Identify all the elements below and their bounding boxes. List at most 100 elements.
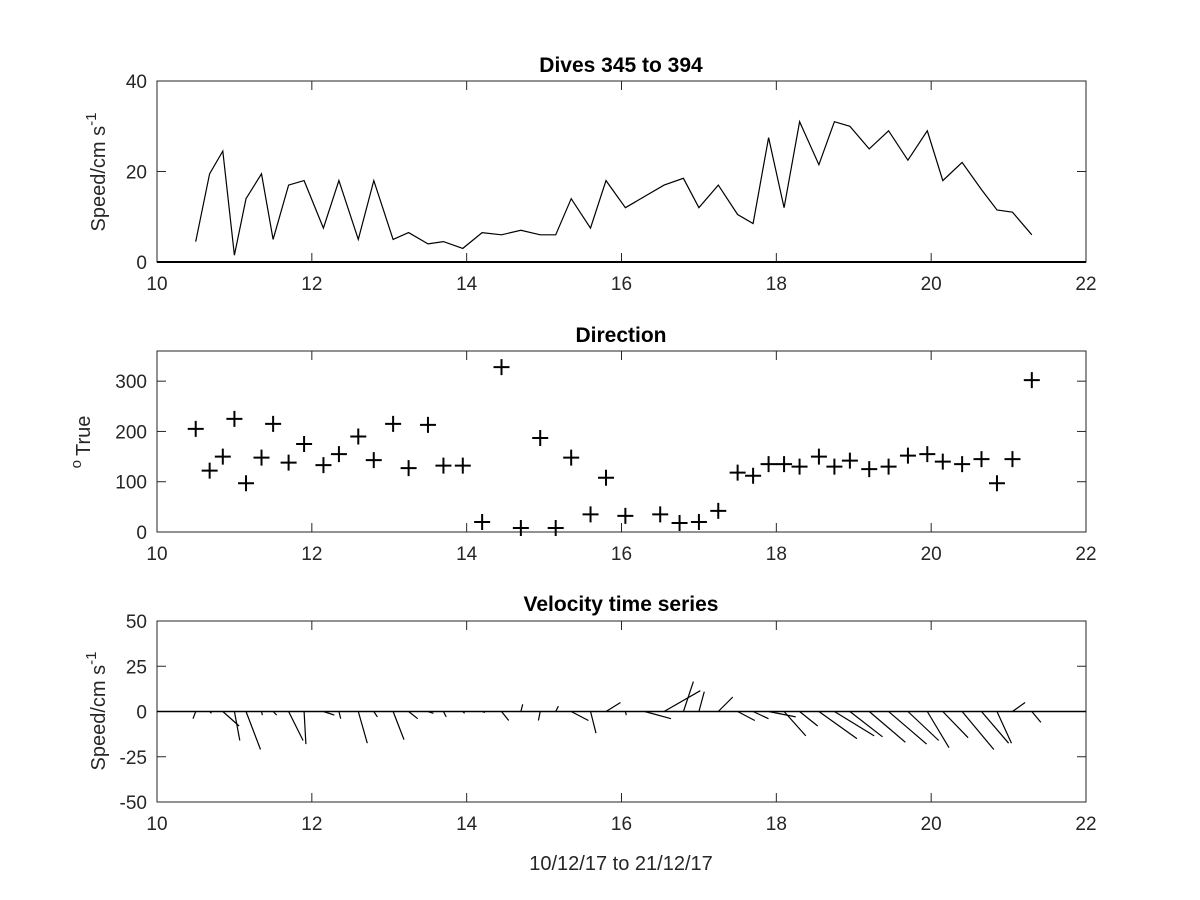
- speed-plot-frame: [156, 80, 1087, 263]
- direction-x-tick-label: 12: [301, 544, 322, 565]
- speed-panel: Dives 345 to 394 Speed/cm s-1 10 12 14 16 18…: [83, 54, 1097, 295]
- direction-plus-marker: [435, 457, 452, 474]
- direction-plus-marker: [919, 446, 936, 463]
- velocity-vector-stick: [392, 711, 405, 740]
- direction-x-tick-label: 14: [456, 544, 478, 565]
- velocity-vector-stick: [907, 711, 940, 741]
- speed-data-points: [196, 122, 1032, 256]
- direction-x-tick-label: 10: [146, 544, 167, 565]
- direction-plus-marker: [512, 519, 529, 536]
- direction-plus-marker: [880, 458, 897, 475]
- velocity-vector-stick: [570, 710, 589, 722]
- velocity-vector-stick: [373, 711, 378, 718]
- velocity-vector-stick: [942, 711, 969, 739]
- velocity-vector-stick: [245, 711, 262, 750]
- velocity-vector-stick: [303, 711, 307, 745]
- velocity-vector-stick: [888, 711, 927, 745]
- speed-x-tick-label: 14: [456, 274, 478, 295]
- direction-x-tick-label: 18: [766, 544, 787, 565]
- speed-x-tick-label: 12: [301, 274, 322, 295]
- direction-plus-marker: [954, 456, 971, 473]
- velocity-y-tick-label: -50: [120, 793, 147, 814]
- direction-y-tick-label: 0: [136, 523, 147, 544]
- direction-panel: Direction oTrue 10 12 14 16 18 20 22 0 100 200 300: [68, 324, 1097, 565]
- direction-plus-marker: [493, 359, 510, 376]
- speed-title: Dives 345 to 394: [539, 54, 703, 77]
- speed-y-axis-label: Speed/cm s-1: [83, 113, 110, 232]
- direction-y-tick-label: 200: [115, 422, 147, 443]
- velocity-vector-stick: [663, 690, 701, 713]
- velocity-panel: Velocity time series Speed/cm s-1 10/12/…: [83, 593, 1097, 875]
- direction-plus-marker: [365, 452, 382, 469]
- velocity-x-tick-label: 12: [301, 814, 322, 835]
- speed-x-tick-label: 18: [766, 274, 787, 295]
- velocity-x-tick-label: 18: [766, 814, 787, 835]
- velocity-vector-stick: [849, 711, 883, 738]
- direction-plus-marker: [1004, 451, 1021, 468]
- velocity-y-axis-label: Speed/cm s-1: [83, 652, 110, 771]
- direction-x-ticks: 10 12 14 16 18 20 22: [146, 351, 1097, 565]
- velocity-vector-stick: [537, 711, 541, 721]
- speed-x-tick-label: 22: [1075, 274, 1096, 295]
- direction-plus-marker: [532, 429, 549, 446]
- velocity-vector-stick: [462, 711, 466, 714]
- speed-series-line: [195, 119, 1033, 256]
- velocity-y-tick-label: 50: [126, 612, 147, 633]
- direction-plus-marker: [710, 502, 727, 519]
- direction-plot-frame: [156, 350, 1087, 533]
- velocity-vector-stick: [605, 701, 621, 713]
- direction-x-tick-label: 20: [921, 544, 942, 565]
- velocity-vector-stick: [752, 710, 769, 720]
- velocity-vector-stick: [233, 711, 241, 741]
- direction-plus-marker: [385, 415, 402, 432]
- direction-plus-marker: [988, 475, 1005, 492]
- speed-y-tick-label: 0: [136, 253, 147, 274]
- velocity-x-ticks: 10 12 14 16 18 20 22: [146, 621, 1097, 835]
- direction-plus-marker: [238, 475, 255, 492]
- speed-y-tick-label: 40: [126, 72, 147, 93]
- direction-plus-marker: [1023, 372, 1040, 389]
- velocity-vector-stick: [260, 711, 263, 716]
- speed-x-tick-label: 10: [146, 274, 167, 295]
- velocity-title: Velocity time series: [524, 593, 719, 616]
- direction-plus-marker: [187, 420, 204, 437]
- direction-plus-marker: [973, 451, 990, 468]
- velocity-vector-stick: [481, 710, 486, 713]
- velocity-vector-stick: [682, 681, 694, 712]
- velocity-x-tick-label: 22: [1075, 814, 1096, 835]
- velocity-vector-stick: [799, 711, 819, 727]
- speed-x-tick-label: 20: [921, 274, 942, 295]
- direction-plus-marker: [598, 469, 615, 486]
- direction-plus-marker: [330, 446, 347, 463]
- velocity-y-tick-label: 0: [136, 703, 147, 724]
- velocity-vector-stick: [926, 711, 950, 749]
- velocity-vector-stick: [272, 711, 278, 716]
- velocity-vector-stick: [338, 711, 342, 719]
- speed-x-tick-label: 16: [611, 274, 632, 295]
- direction-plus-marker: [563, 449, 580, 466]
- velocity-vector-stick: [192, 711, 197, 719]
- velocity-vector-stick: [209, 711, 212, 714]
- direction-plus-marker: [791, 458, 808, 475]
- velocity-vector-stick: [1012, 702, 1026, 712]
- speed-x-ticks: 10 12 14 16 18 20 22: [146, 81, 1097, 295]
- direction-plus-marker: [671, 514, 688, 531]
- velocity-x-axis-label: 10/12/17 to 21/12/17: [529, 853, 713, 875]
- direction-plus-marker: [729, 464, 746, 481]
- direction-plus-marker: [265, 415, 282, 432]
- velocity-vector-stick: [408, 711, 419, 720]
- direction-plus-marker: [582, 506, 599, 523]
- velocity-y-tick-label: -25: [120, 748, 147, 769]
- velocity-vector-stick: [520, 704, 524, 712]
- velocity-vector-stick: [717, 696, 734, 712]
- direction-plus-marker: [776, 456, 793, 473]
- speed-y-tick-label: 20: [126, 163, 147, 184]
- direction-plus-marker: [253, 449, 270, 466]
- velocity-vector-stick: [442, 711, 447, 718]
- velocity-vector-stick: [323, 710, 335, 716]
- velocity-vector-stick: [961, 711, 995, 750]
- direction-y-tick-label: 300: [115, 372, 147, 393]
- direction-plus-marker: [214, 448, 231, 465]
- velocity-vector-stick: [624, 711, 627, 716]
- velocity-y-ticks: -50 -25 0 25 50: [120, 612, 1086, 814]
